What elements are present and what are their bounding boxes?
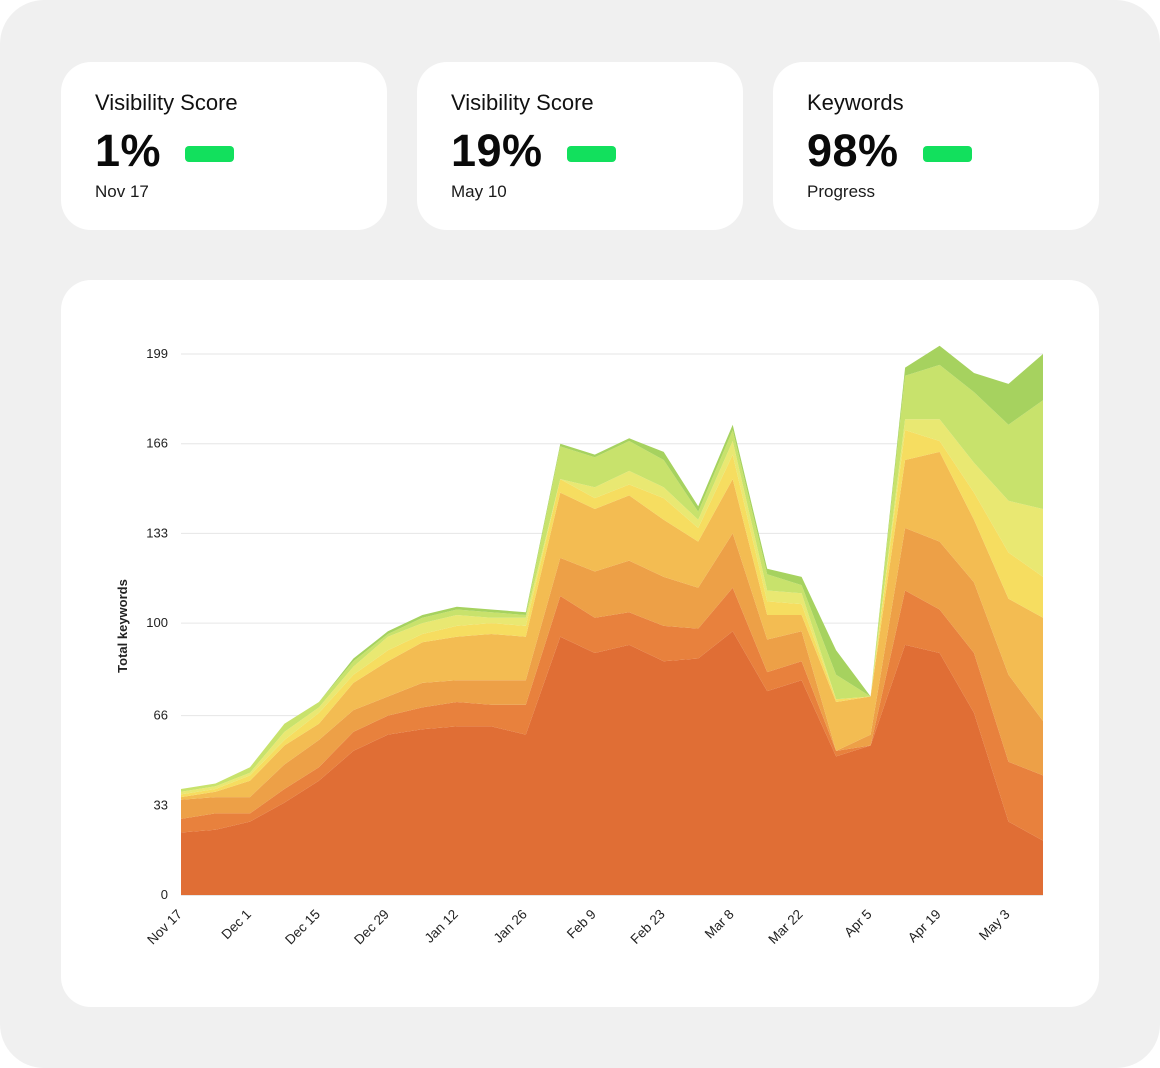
y-tick-label: 100: [146, 615, 168, 630]
stat-card-visibility-end: Visibility Score 19% May 10: [417, 62, 743, 230]
x-tick-label: Nov 17: [144, 907, 185, 948]
stat-value: 98%: [807, 125, 899, 176]
y-axis-ticks: 0 33 66 100 133 166 199: [146, 346, 168, 902]
y-axis-label: Total keywords: [115, 579, 130, 673]
status-indicator: [566, 146, 616, 162]
area-series-7: [181, 364, 1043, 792]
area-series: [181, 345, 1043, 895]
y-tick-label: 199: [146, 346, 168, 361]
status-indicator: [922, 146, 972, 162]
y-tick-label: 0: [161, 887, 168, 902]
area-series-6: [181, 419, 1043, 795]
stat-label: Keywords: [807, 90, 904, 115]
stat-card-keywords: Keywords 98% Progress: [773, 62, 1099, 230]
stat-label: Visibility Score: [451, 90, 594, 115]
area-series-1: [181, 631, 1043, 895]
x-tick-label: Mar 8: [702, 907, 737, 942]
status-indicator: [185, 146, 235, 162]
y-tick-label: 166: [146, 436, 168, 451]
stat-caption: May 10: [451, 182, 507, 201]
y-tick-label: 133: [146, 525, 168, 540]
x-tick-label: Apr 5: [841, 907, 874, 940]
x-tick-label: Mar 22: [765, 907, 805, 947]
x-tick-label: Apr 19: [905, 907, 944, 946]
x-axis-ticks: Nov 17 Dec 1 Dec 15 Dec 29 Jan 12 Jan 26 Feb 9…: [144, 907, 1012, 948]
x-tick-label: Feb 9: [564, 907, 599, 942]
stat-card-visibility-start: Visibility Score 1% Nov 17: [61, 62, 387, 230]
area-series-4: [181, 451, 1043, 800]
x-tick-label: Jan 12: [422, 907, 461, 946]
chart-card: 0 33 66 100 133 166 199 Nov 17 Dec 1 Dec 15 Dec 2…: [61, 280, 1099, 1007]
x-tick-label: Dec 29: [351, 907, 392, 948]
x-tick-label: Jan 26: [491, 907, 530, 946]
y-tick-label: 66: [154, 708, 168, 723]
x-tick-label: May 3: [976, 907, 1013, 944]
area-series-2: [181, 587, 1043, 841]
stat-caption: Nov 17: [95, 182, 149, 201]
stacked-area-chart: 0 33 66 100 133 166 199 Nov 17 Dec 1 Dec 15 Dec 2…: [115, 345, 1043, 948]
y-tick-label: 33: [154, 797, 168, 812]
stat-label: Visibility Score: [95, 90, 238, 115]
area-series-3: [181, 528, 1043, 819]
stat-caption: Progress: [807, 182, 876, 201]
x-tick-label: Dec 1: [219, 907, 255, 943]
stat-value: 1%: [95, 125, 162, 176]
x-tick-label: Dec 15: [282, 907, 323, 948]
stat-value: 19%: [451, 125, 543, 176]
x-tick-label: Feb 23: [628, 907, 668, 947]
